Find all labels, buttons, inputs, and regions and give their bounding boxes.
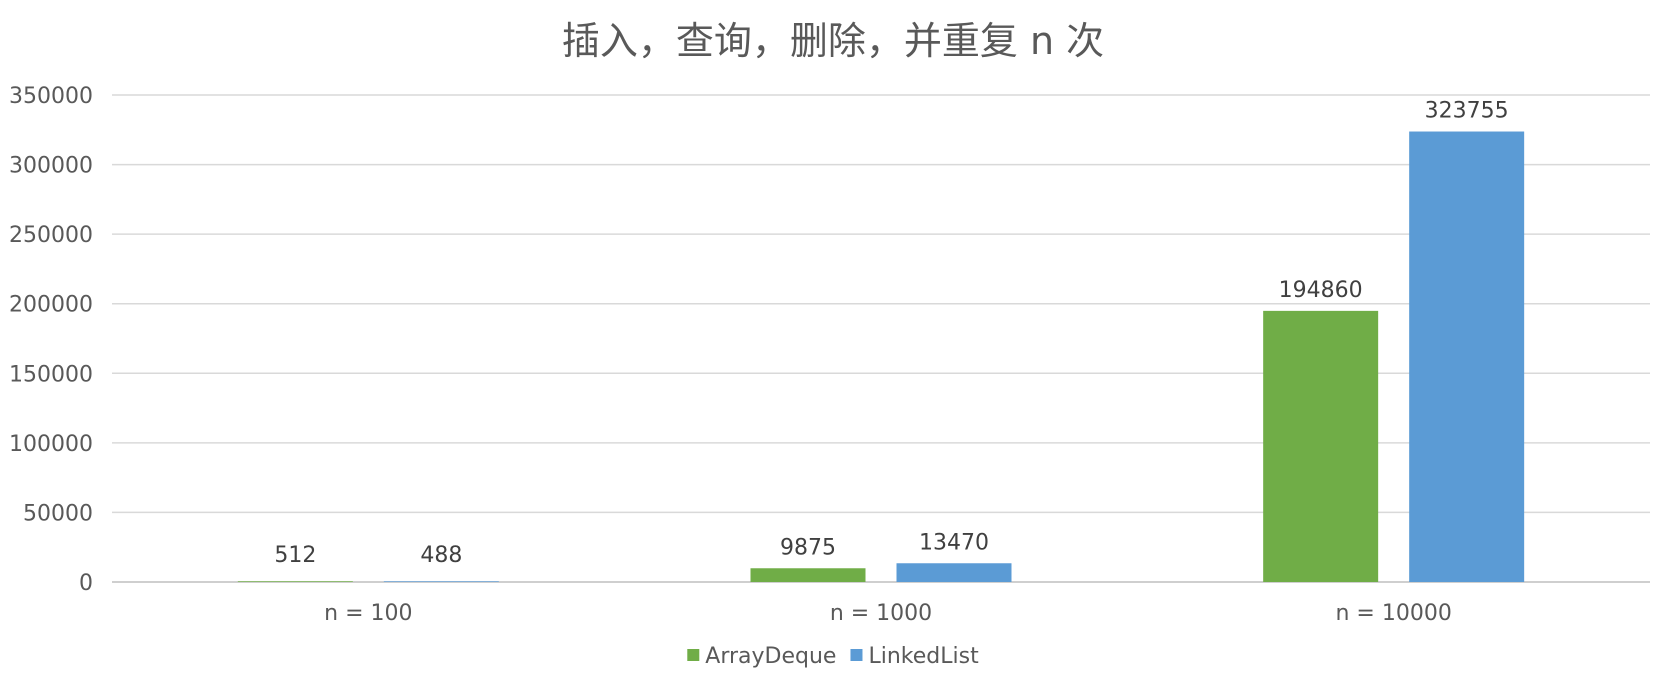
legend-item-arraydeque[interactable]: ArrayDeque: [687, 644, 836, 669]
x-tick-label: n = 100: [324, 601, 412, 626]
y-tick-label: 300000: [9, 154, 93, 179]
x-axis-ticks: n = 100 n = 1000 n = 10000: [324, 601, 1452, 626]
bar-linkedlist: [896, 563, 1012, 582]
y-tick-label: 150000: [9, 362, 93, 387]
data-label: 488: [420, 543, 462, 568]
legend-swatch: [850, 649, 863, 661]
legend-swatch: [687, 649, 700, 661]
x-tick-label: n = 1000: [830, 601, 932, 626]
y-axis-ticks: 0 50000 100000 150000 200000 250000 300000 3500…: [9, 84, 93, 596]
y-tick-label: 50000: [23, 501, 93, 526]
legend-label: ArrayDeque: [705, 644, 836, 669]
legend: ArrayDeque LinkedList: [687, 644, 979, 669]
y-tick-label: 200000: [9, 293, 93, 318]
bar-linkedlist: [1409, 131, 1525, 582]
bar-arraydeque: [750, 568, 866, 582]
y-tick-label: 0: [79, 571, 93, 596]
bar-arraydeque: [237, 581, 353, 582]
y-tick-label: 250000: [9, 223, 93, 248]
gridlines: [112, 94, 1650, 583]
x-tick-label: n = 10000: [1335, 601, 1451, 626]
data-labels: 512 488 9875 13470 194860 323755: [274, 99, 1508, 568]
bar-arraydeque: [1263, 310, 1379, 582]
y-tick-label: 100000: [9, 432, 93, 457]
chart-title: 插入，查询，删除，并重复 n 次: [562, 19, 1104, 63]
data-label: 194860: [1279, 278, 1363, 303]
data-label: 13470: [919, 530, 989, 555]
legend-label: LinkedList: [868, 644, 979, 669]
data-label: 9875: [780, 535, 836, 560]
bars: [237, 131, 1525, 582]
data-label: 512: [274, 543, 316, 568]
data-label: 323755: [1425, 99, 1509, 124]
legend-item-linkedlist[interactable]: LinkedList: [850, 644, 979, 669]
y-tick-label: 350000: [9, 84, 93, 109]
bar-linkedlist: [383, 581, 499, 582]
